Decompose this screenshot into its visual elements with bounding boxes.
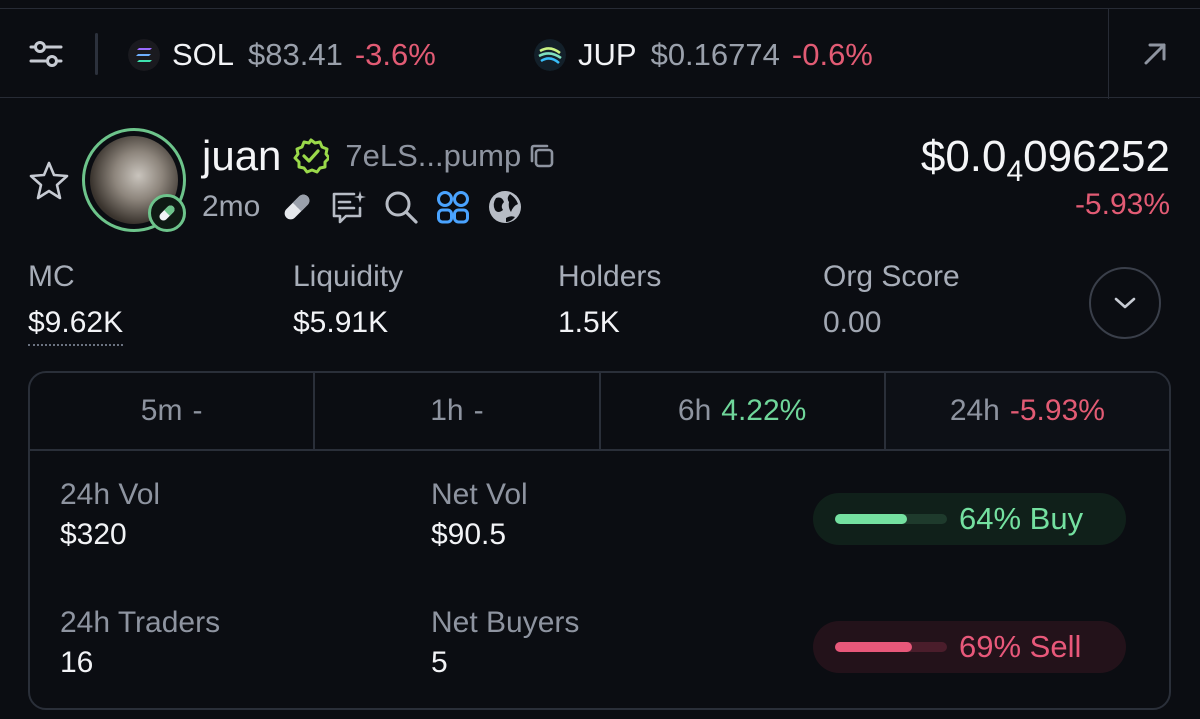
buy-ratio-label: 64% Buy (959, 501, 1084, 536)
pump-pill-badge-icon (148, 194, 186, 232)
stat-label: Liquidity (293, 260, 404, 293)
buy-ratio-track (835, 514, 947, 524)
metric-value: $90.5 (431, 518, 507, 551)
buy-ratio-pill: 64% Buy (813, 493, 1126, 545)
jupiter-logo-icon (534, 39, 566, 71)
community-notes-icon[interactable] (330, 188, 368, 226)
tab-5m[interactable]: 5m - (30, 373, 316, 449)
buy-ratio-fill (835, 514, 907, 524)
metric-net-vol: Net Vol $90.5 (431, 478, 528, 552)
tab-6h[interactable]: 6h 4.22% (601, 373, 886, 449)
external-link-arrow-icon[interactable] (1140, 39, 1170, 69)
metric-label: Net Vol (431, 478, 528, 511)
tab-label: 6h (677, 394, 712, 427)
token-price-zero-count: 4 (1006, 155, 1024, 188)
bubble-map-icon[interactable] (434, 188, 472, 226)
sell-ratio-track (835, 642, 947, 652)
metric-label: 24h Traders (60, 606, 221, 639)
metric-value: 16 (60, 646, 94, 679)
solana-logo-icon (128, 39, 160, 71)
website-globe-icon[interactable] (486, 188, 524, 226)
metric-24h-vol: 24h Vol $320 (60, 478, 160, 552)
search-icon[interactable] (382, 188, 420, 226)
token-name: juan (202, 132, 282, 179)
verified-badge-icon (293, 138, 330, 174)
favorite-star-icon[interactable] (28, 160, 70, 200)
stat-label: MC (28, 260, 75, 293)
metric-label: Net Buyers (431, 606, 580, 639)
stat-value: $5.91K (293, 306, 389, 339)
ticker-divider (95, 33, 98, 75)
token-price: $0.04096252 (920, 132, 1170, 188)
trading-stats-panel: 5m - 1h - 6h 4.22% 24h -5.93% 24h Vol $3… (28, 371, 1171, 710)
pill-launchpad-icon[interactable] (278, 188, 316, 226)
stat-value[interactable]: $9.62K (28, 306, 124, 346)
tab-change: 4.22% (721, 394, 807, 427)
sell-ratio-label: 69% Sell (959, 629, 1082, 664)
filter-sliders-icon[interactable] (28, 39, 64, 69)
sell-ratio-fill (835, 642, 913, 652)
stat-market-cap: MC $9.62K (28, 260, 124, 346)
tab-label: 1h (430, 394, 464, 427)
ticker-right-divider (1108, 9, 1109, 99)
ticker-change: -0.6% (791, 37, 873, 72)
token-price-rest: 096252 (1023, 132, 1170, 181)
stat-label: Holders (558, 260, 662, 293)
tab-24h[interactable]: 24h -5.93% (885, 373, 1169, 449)
chevron-down-icon (1114, 297, 1136, 309)
ticker-change: -3.6% (354, 37, 436, 72)
metric-label: 24h Vol (60, 478, 161, 511)
metric-value: 5 (431, 646, 448, 679)
stat-value: 0.00 (823, 306, 882, 339)
ticker-bar: SOL $83.41 -3.6% JUP $0.16774 -0.6% (0, 8, 1200, 99)
ticker-token-jup[interactable]: JUP $0.16774 -0.6% (534, 35, 873, 75)
token-price-change: -5.93% (1074, 188, 1170, 221)
tab-label: 5m (140, 394, 183, 427)
tab-change: - (192, 394, 203, 427)
metric-net-buyers: Net Buyers 5 (431, 606, 579, 680)
ticker-symbol: JUP (578, 37, 637, 72)
ticker-price: $83.41 (248, 37, 343, 72)
token-price-main: $0.0 (920, 132, 1007, 181)
token-age: 2mo (202, 190, 261, 223)
stat-holders: Holders 1.5K (558, 260, 661, 340)
stat-liquidity: Liquidity $5.91K (293, 260, 403, 340)
sell-ratio-pill: 69% Sell (813, 621, 1126, 673)
tab-label: 24h (949, 394, 1000, 427)
tab-1h[interactable]: 1h - (315, 373, 601, 449)
token-title-row: juan 7eLS...pump (202, 132, 557, 180)
tab-change: -5.93% (1009, 394, 1105, 427)
metric-value: $320 (60, 518, 127, 551)
tab-change: - (473, 394, 484, 427)
expand-stats-button[interactable] (1089, 267, 1161, 339)
token-meta-row: 2mo (202, 186, 538, 228)
timeframe-tabs: 5m - 1h - 6h 4.22% 24h -5.93% (30, 373, 1169, 451)
ticker-symbol: SOL (172, 37, 235, 72)
copy-icon[interactable] (527, 141, 557, 171)
metric-24h-traders: 24h Traders 16 (60, 606, 220, 680)
stat-label: Org Score (823, 260, 960, 293)
ticker-price: $0.16774 (650, 37, 780, 72)
stat-value: 1.5K (558, 306, 620, 339)
stat-org-score: Org Score 0.00 (823, 260, 960, 340)
ticker-token-sol[interactable]: SOL $83.41 -3.6% (128, 35, 436, 75)
token-address[interactable]: 7eLS...pump (345, 138, 522, 173)
